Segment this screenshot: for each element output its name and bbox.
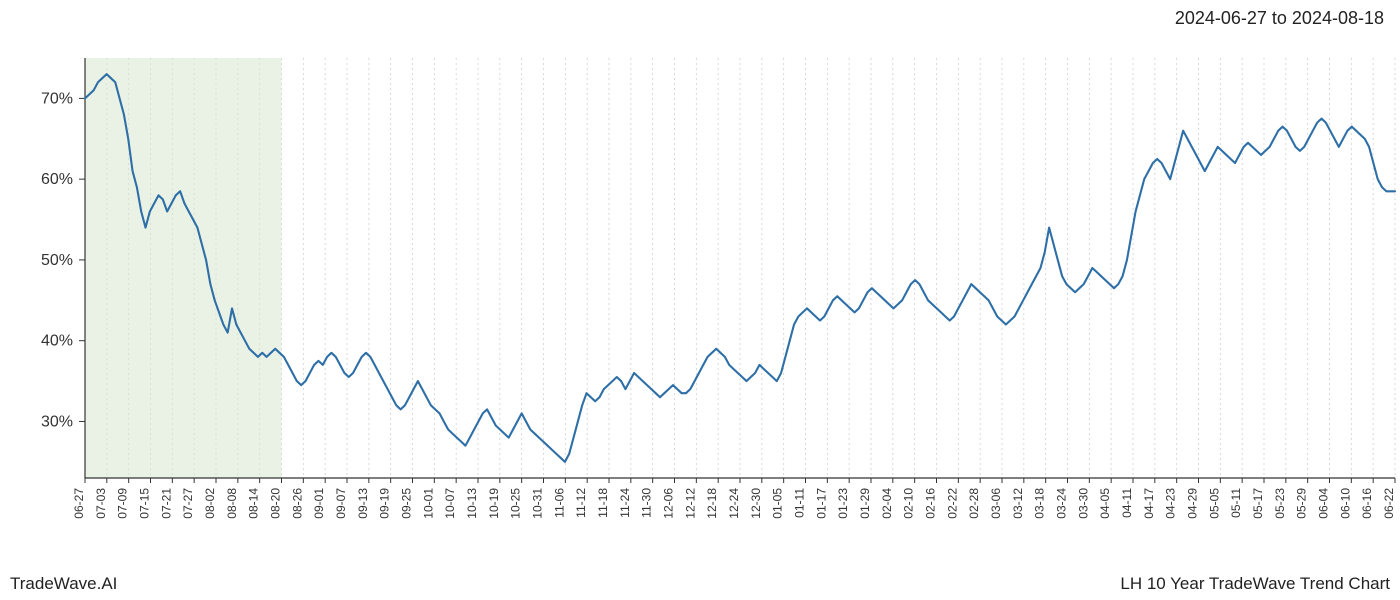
svg-text:09-19: 09-19 xyxy=(378,488,392,519)
svg-text:08-02: 08-02 xyxy=(203,488,217,519)
date-range-label: 2024-06-27 to 2024-08-18 xyxy=(1175,8,1384,29)
svg-text:10-25: 10-25 xyxy=(509,488,523,519)
svg-text:02-10: 02-10 xyxy=(902,488,916,519)
svg-text:03-12: 03-12 xyxy=(1011,488,1025,519)
svg-text:08-26: 08-26 xyxy=(290,488,304,519)
svg-text:06-10: 06-10 xyxy=(1338,488,1352,519)
svg-text:12-06: 12-06 xyxy=(662,488,676,519)
svg-text:07-03: 07-03 xyxy=(94,488,108,519)
svg-text:10-01: 10-01 xyxy=(421,488,435,519)
svg-text:03-18: 03-18 xyxy=(1033,488,1047,519)
svg-text:07-15: 07-15 xyxy=(138,488,152,519)
svg-text:09-01: 09-01 xyxy=(312,488,326,519)
svg-text:12-12: 12-12 xyxy=(683,488,697,519)
svg-text:08-20: 08-20 xyxy=(269,488,283,519)
svg-text:03-06: 03-06 xyxy=(989,488,1003,519)
svg-text:04-17: 04-17 xyxy=(1142,488,1156,519)
svg-text:09-07: 09-07 xyxy=(334,488,348,519)
svg-text:08-08: 08-08 xyxy=(225,488,239,519)
svg-text:40%: 40% xyxy=(41,333,73,350)
svg-text:01-11: 01-11 xyxy=(793,488,807,518)
svg-text:50%: 50% xyxy=(41,252,73,269)
svg-text:05-29: 05-29 xyxy=(1295,488,1309,519)
svg-text:02-16: 02-16 xyxy=(924,488,938,519)
svg-text:01-17: 01-17 xyxy=(814,488,828,519)
svg-text:06-16: 06-16 xyxy=(1360,488,1374,519)
svg-text:11-06: 11-06 xyxy=(552,488,566,518)
svg-text:06-22: 06-22 xyxy=(1382,488,1396,519)
svg-text:02-04: 02-04 xyxy=(880,488,894,519)
svg-text:06-04: 06-04 xyxy=(1317,488,1331,519)
svg-text:04-11: 04-11 xyxy=(1120,488,1134,518)
svg-text:10-19: 10-19 xyxy=(487,488,501,519)
svg-text:04-29: 04-29 xyxy=(1186,488,1200,519)
svg-text:07-09: 07-09 xyxy=(116,488,130,519)
svg-text:02-22: 02-22 xyxy=(945,488,959,519)
svg-text:01-29: 01-29 xyxy=(858,488,872,519)
chart-container: 2024-06-27 to 2024-08-18 30% 40% 50% 60% 70%… xyxy=(0,0,1400,600)
svg-text:05-23: 05-23 xyxy=(1273,488,1287,519)
svg-text:02-28: 02-28 xyxy=(967,488,981,519)
svg-text:11-12: 11-12 xyxy=(574,488,588,518)
svg-text:12-24: 12-24 xyxy=(727,488,741,519)
svg-text:07-21: 07-21 xyxy=(159,488,173,519)
svg-text:70%: 70% xyxy=(41,90,73,107)
svg-text:11-24: 11-24 xyxy=(618,488,632,518)
svg-text:05-11: 05-11 xyxy=(1229,488,1243,518)
svg-text:03-24: 03-24 xyxy=(1055,488,1069,519)
svg-text:09-13: 09-13 xyxy=(356,488,370,519)
svg-text:01-05: 01-05 xyxy=(771,488,785,519)
svg-text:05-17: 05-17 xyxy=(1251,488,1265,519)
svg-text:09-25: 09-25 xyxy=(400,488,414,519)
footer-brand: TradeWave.AI xyxy=(10,574,117,594)
svg-text:01-23: 01-23 xyxy=(836,488,850,519)
svg-text:04-05: 04-05 xyxy=(1098,488,1112,519)
svg-text:11-18: 11-18 xyxy=(596,488,610,518)
svg-text:10-31: 10-31 xyxy=(531,488,545,519)
footer-title: LH 10 Year TradeWave Trend Chart xyxy=(1120,574,1390,594)
trend-chart-svg: 30% 40% 50% 60% 70% 06-27 07-03 07-09 07-15 07-21… xyxy=(0,48,1400,548)
svg-text:10-07: 10-07 xyxy=(443,488,457,519)
svg-text:04-23: 04-23 xyxy=(1164,488,1178,519)
svg-text:05-05: 05-05 xyxy=(1207,488,1221,519)
svg-text:60%: 60% xyxy=(41,171,73,188)
chart-area: 30% 40% 50% 60% 70% 06-27 07-03 07-09 07-15 07-21… xyxy=(0,48,1400,548)
svg-text:12-30: 12-30 xyxy=(749,488,763,519)
svg-text:07-27: 07-27 xyxy=(181,488,195,519)
svg-text:08-14: 08-14 xyxy=(247,488,261,519)
svg-text:10-13: 10-13 xyxy=(465,488,479,519)
svg-text:06-27: 06-27 xyxy=(72,488,86,519)
svg-text:11-30: 11-30 xyxy=(640,488,654,518)
svg-text:03-30: 03-30 xyxy=(1076,488,1090,519)
svg-text:30%: 30% xyxy=(41,413,73,430)
svg-text:12-18: 12-18 xyxy=(705,488,719,519)
